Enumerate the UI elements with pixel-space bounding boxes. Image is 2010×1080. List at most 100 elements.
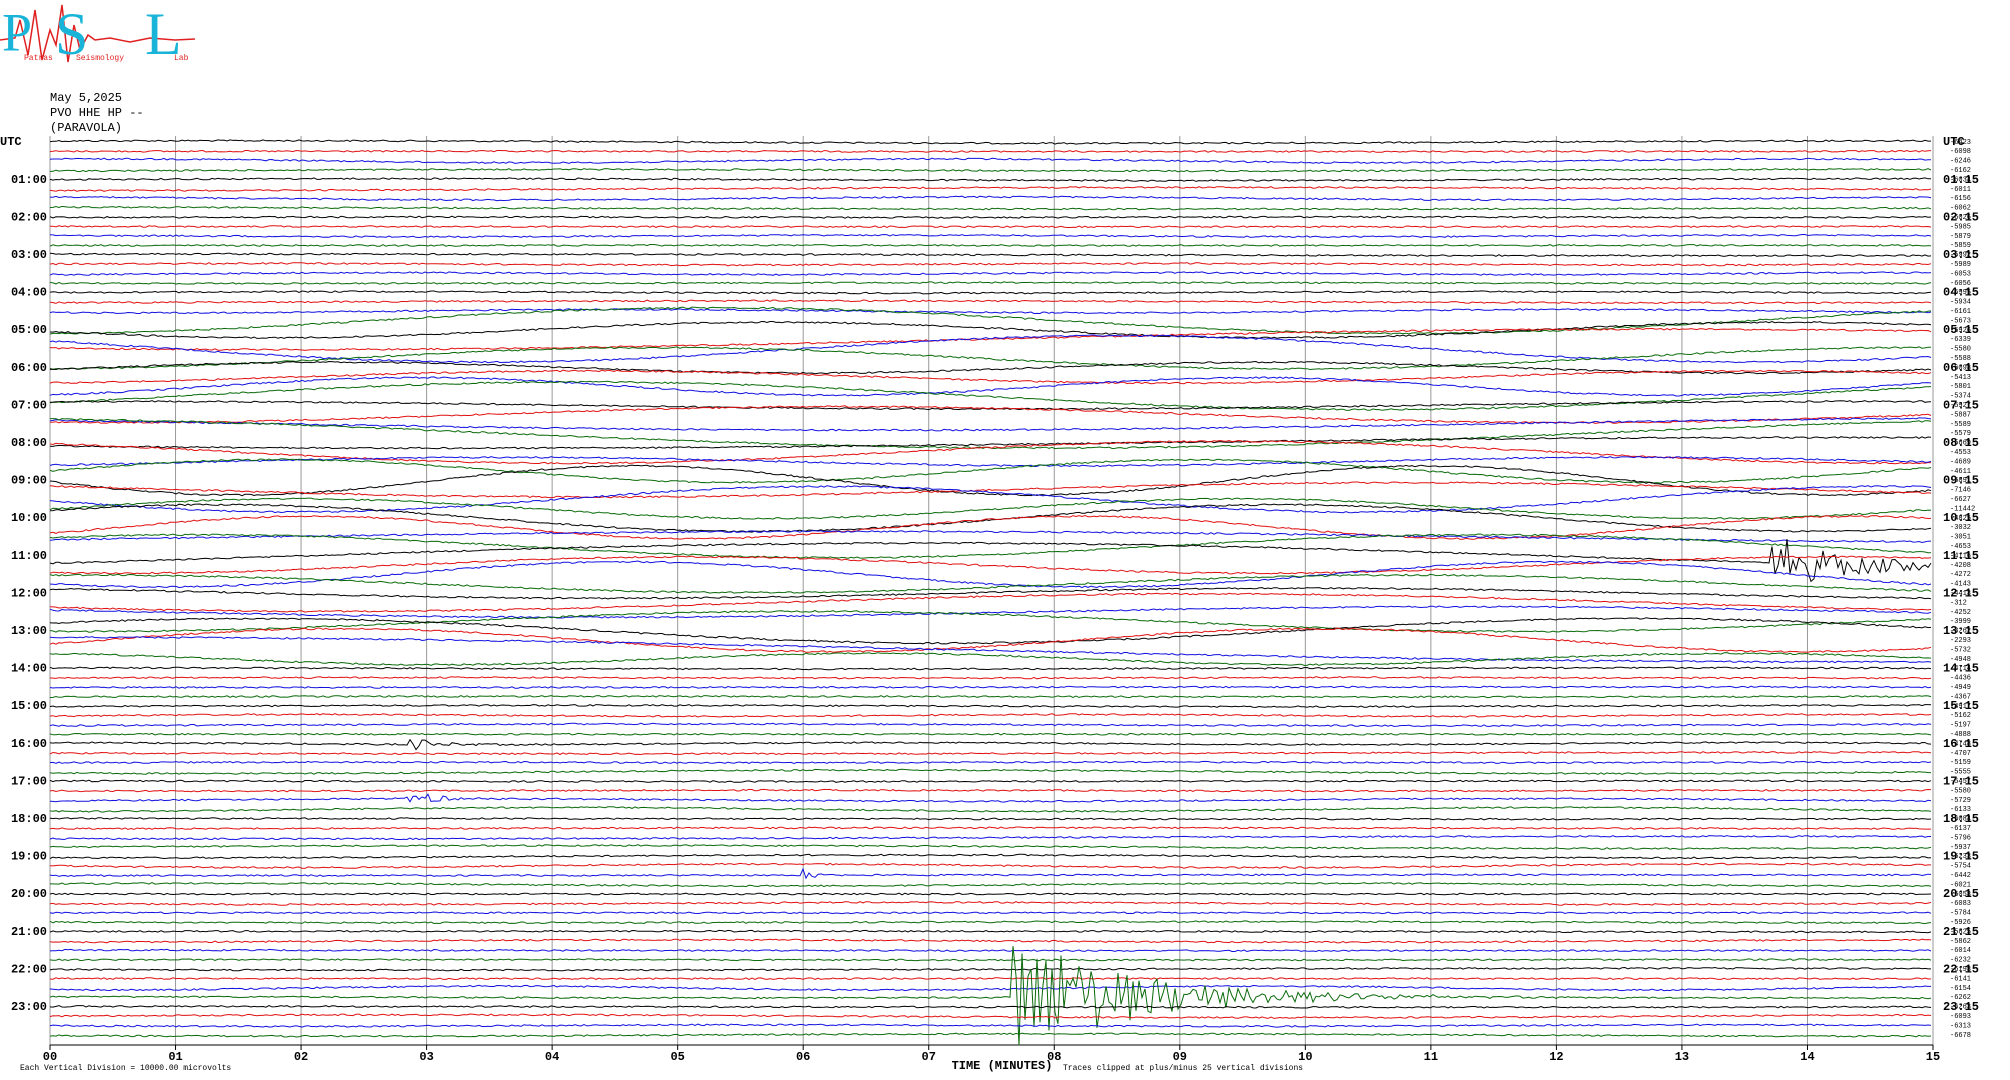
trace bbox=[49, 168, 1932, 173]
trace bbox=[49, 1005, 1932, 1009]
hour-label-right: 15:15 bbox=[1943, 699, 1979, 713]
trace-offset: -5413 bbox=[1950, 374, 1971, 382]
trace-offset: -5801 bbox=[1950, 383, 1971, 391]
trace-offset: -5159 bbox=[1950, 759, 1971, 767]
hour-label-right: 06:15 bbox=[1943, 361, 1979, 375]
trace bbox=[49, 732, 1932, 736]
trace bbox=[49, 417, 1932, 432]
trace-offset: -6313 bbox=[1950, 1022, 1971, 1030]
hour-label-left: 18:00 bbox=[11, 812, 47, 826]
trace bbox=[49, 652, 1932, 666]
trace bbox=[49, 587, 1932, 600]
hour-label-left: 03:00 bbox=[11, 248, 47, 262]
trace bbox=[49, 853, 1932, 860]
x-tick-label: 06 bbox=[796, 1050, 810, 1064]
trace bbox=[49, 252, 1932, 257]
x-tick-label: 07 bbox=[922, 1050, 936, 1064]
trace-offset: -4413 bbox=[1950, 590, 1971, 598]
trace bbox=[49, 966, 1931, 972]
trace bbox=[49, 911, 1932, 915]
hour-label-right: 20:15 bbox=[1943, 887, 1979, 901]
hour-label-left: 05:00 bbox=[11, 323, 47, 337]
trace-offset: -6161 bbox=[1950, 308, 1971, 316]
hour-label-left: 11:00 bbox=[11, 549, 47, 563]
trace-offset: -2293 bbox=[1950, 637, 1971, 645]
hour-label-left: UTC bbox=[0, 135, 22, 149]
trace-offset: -4714 bbox=[1950, 665, 1971, 673]
trace-offset: -4653 bbox=[1950, 543, 1971, 551]
trace bbox=[49, 958, 1932, 962]
trace bbox=[49, 788, 1932, 793]
station: PVO HHE HP -- bbox=[50, 106, 144, 120]
trace bbox=[49, 685, 1932, 689]
hour-label-left: 13:00 bbox=[11, 624, 47, 638]
traces bbox=[49, 139, 1932, 1046]
trace-offset: -6062 bbox=[1950, 205, 1971, 213]
trace-offset: -5879 bbox=[1950, 233, 1971, 241]
trace bbox=[49, 299, 1932, 305]
hour-label-right: 17:15 bbox=[1943, 774, 1979, 788]
trace-offset: -4888 bbox=[1950, 731, 1971, 739]
trace-offset: -5859 bbox=[1950, 242, 1971, 250]
trace-offset: -5579 bbox=[1950, 430, 1971, 438]
trace-offset: -5754 bbox=[1950, 863, 1971, 871]
trace-offset: -5862 bbox=[1950, 938, 1971, 946]
trace-offset: -5891 bbox=[1950, 477, 1971, 485]
x-tick-label: 05 bbox=[670, 1050, 684, 1064]
location: (PARAVOLA) bbox=[50, 121, 122, 135]
trace-offset: -6198 bbox=[1950, 966, 1971, 974]
hour-label-left: 06:00 bbox=[11, 361, 47, 375]
trace bbox=[49, 405, 1932, 424]
trace bbox=[49, 215, 1932, 219]
trace-offset: -5927 bbox=[1950, 402, 1971, 410]
hour-label-left: 21:00 bbox=[11, 925, 47, 939]
trace-offset: -5992 bbox=[1950, 252, 1971, 260]
date: May 5,2025 bbox=[50, 91, 122, 105]
trace-offset: -4707 bbox=[1950, 750, 1971, 758]
logo-letter: S bbox=[55, 1, 88, 67]
trace bbox=[49, 676, 1932, 680]
trace bbox=[49, 290, 1932, 295]
hour-label-left: 09:00 bbox=[11, 474, 47, 488]
trace bbox=[49, 271, 1932, 276]
trace bbox=[49, 738, 1932, 751]
trace bbox=[49, 346, 1931, 371]
hour-label-left: 16:00 bbox=[11, 737, 47, 751]
trace-offset: -5374 bbox=[1950, 393, 1971, 401]
trace bbox=[49, 205, 1932, 211]
trace bbox=[49, 439, 1932, 465]
trace bbox=[49, 555, 1932, 575]
hour-label-left: 01:00 bbox=[11, 173, 47, 187]
trace-offset: -5926 bbox=[1950, 327, 1971, 335]
hour-label-right: 09:15 bbox=[1943, 474, 1979, 488]
trace bbox=[49, 456, 1932, 468]
trace bbox=[49, 1023, 1932, 1028]
x-tick-label: 09 bbox=[1173, 1050, 1187, 1064]
trace-offset: -6154 bbox=[1950, 985, 1971, 993]
trace bbox=[49, 760, 1932, 765]
trace bbox=[49, 157, 1932, 164]
trace bbox=[49, 722, 1932, 727]
trace bbox=[49, 948, 1932, 953]
logo-word: Seismology bbox=[76, 54, 124, 63]
trace-offset: -6058 bbox=[1950, 891, 1971, 899]
trace-offset: -7146 bbox=[1950, 487, 1971, 495]
hour-label-left: 14:00 bbox=[11, 662, 47, 676]
trace bbox=[49, 149, 1932, 153]
trace bbox=[49, 666, 1932, 671]
hour-label-left: 19:00 bbox=[11, 850, 47, 864]
trace bbox=[49, 139, 1931, 145]
trace-offset: -6093 bbox=[1950, 1013, 1971, 1021]
trace bbox=[49, 400, 1932, 411]
hour-label-right: 10:15 bbox=[1943, 511, 1979, 525]
trace bbox=[49, 533, 1931, 559]
trace-offset: -6262 bbox=[1950, 994, 1971, 1002]
trace-offset: -6137 bbox=[1950, 825, 1971, 833]
hour-label-right: 04:15 bbox=[1943, 286, 1979, 300]
trace bbox=[49, 946, 1932, 1046]
trace-offset: -6678 bbox=[1950, 1032, 1971, 1040]
x-tick-label: 15 bbox=[1926, 1050, 1940, 1064]
trace bbox=[49, 1013, 1932, 1019]
hour-label-right: 12:15 bbox=[1943, 586, 1979, 600]
logo-scribble bbox=[0, 4, 196, 63]
